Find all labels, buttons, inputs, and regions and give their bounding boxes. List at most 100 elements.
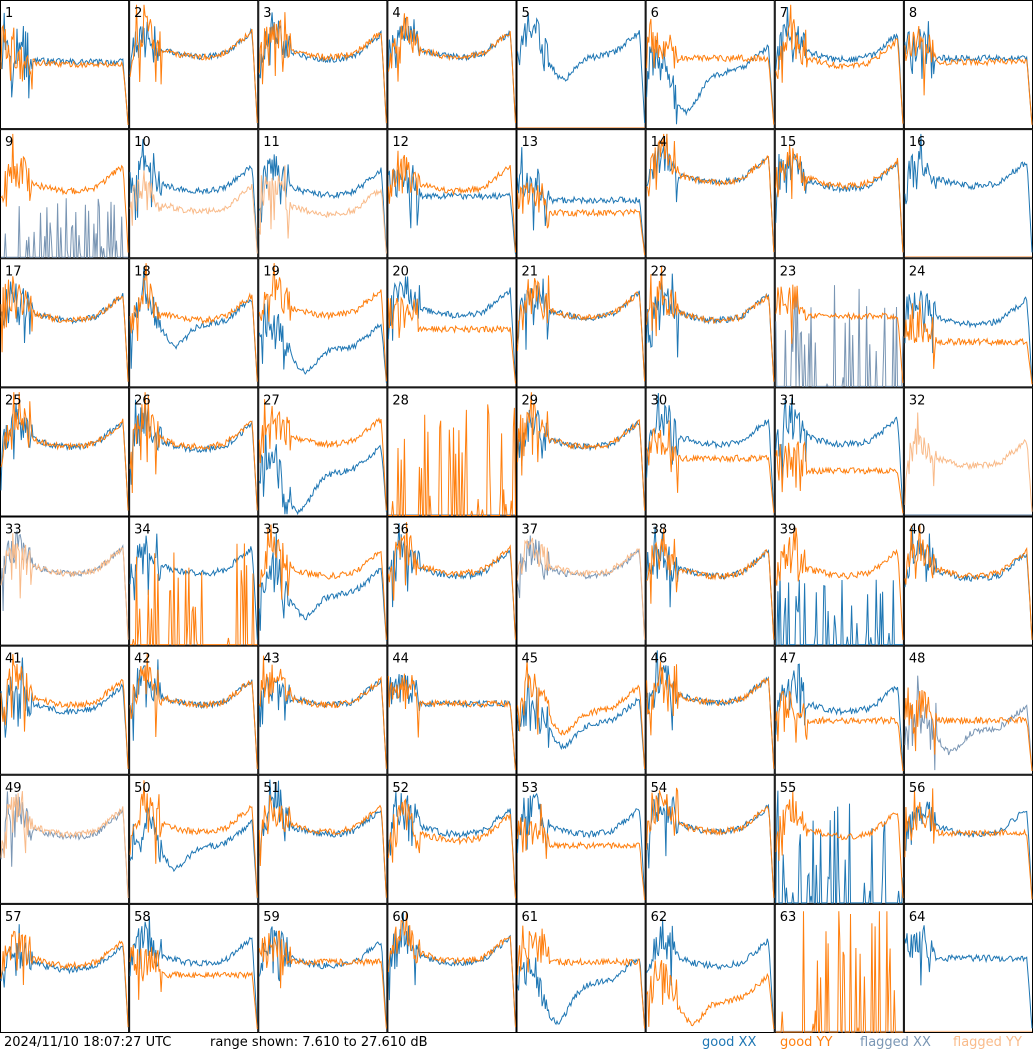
panel-45: 45	[516, 645, 646, 775]
series-yy-good	[904, 301, 1033, 385]
panel-64: 64	[903, 903, 1033, 1033]
series-yy-good	[129, 392, 258, 511]
panel-4: 4	[387, 0, 517, 130]
panel-label: 24	[909, 264, 926, 279]
panel-38: 38	[645, 516, 775, 646]
series-yy-good	[646, 133, 775, 253]
panel-54: 54	[645, 774, 775, 904]
series-yy-good	[0, 930, 129, 1028]
legend-flagged-yy: flagged YY	[953, 1035, 1022, 1050]
panel-32: 32	[903, 387, 1033, 517]
series-yy-good	[517, 660, 646, 770]
panel-label: 25	[5, 393, 22, 408]
series-xx-good	[129, 916, 258, 1028]
series-xx-good	[517, 147, 646, 255]
panel-frame	[903, 0, 1033, 130]
panel-label: 45	[522, 652, 539, 667]
panel-48: 48	[903, 645, 1033, 775]
series-yy-good	[387, 912, 516, 1028]
series-xx-good	[258, 154, 387, 253]
series-xx-good	[775, 790, 904, 904]
series-yy-good	[387, 13, 516, 124]
panel-6: 6	[645, 0, 775, 130]
series-yy-good	[517, 392, 646, 511]
panel-label: 27	[263, 393, 280, 408]
panel-label: 37	[522, 523, 539, 538]
panel-1: 1	[0, 0, 130, 130]
panel-label: 14	[651, 135, 668, 150]
panel-label: 18	[134, 264, 151, 279]
panel-frame	[387, 0, 517, 130]
series-yy-good	[258, 930, 387, 1029]
series-yy-good	[646, 661, 775, 769]
panel-label: 1	[5, 6, 13, 21]
panel-36: 36	[387, 516, 517, 646]
panel-label: 53	[522, 781, 539, 796]
panel-26: 26	[129, 387, 259, 517]
panel-31: 31	[774, 387, 904, 517]
series-xx-good	[904, 801, 1033, 898]
timestamp: 2024/11/10 18:07:27 UTC	[4, 1035, 172, 1050]
panel-5: 5	[516, 0, 646, 130]
panel-35: 35	[258, 516, 388, 646]
panel-frame	[0, 387, 130, 517]
series-yy-good	[258, 524, 387, 640]
panel-label: 61	[522, 910, 539, 925]
panel-frame	[0, 516, 130, 646]
series-yy-good	[387, 673, 516, 771]
series-yy-good	[517, 182, 646, 256]
panel-59: 59	[258, 903, 388, 1033]
panel-label: 56	[909, 781, 926, 796]
panel-label: 21	[522, 264, 539, 279]
panel-label: 13	[522, 135, 539, 150]
panel-frame	[129, 258, 259, 388]
series-xx-good	[0, 657, 129, 770]
series-yy-good	[646, 18, 775, 125]
panel-label: 12	[392, 135, 409, 150]
panel-label: 9	[5, 135, 13, 150]
series-yy-good	[0, 276, 129, 382]
panel-label: 48	[909, 652, 926, 667]
panel-15: 15	[774, 129, 904, 259]
panel-frame	[774, 129, 904, 259]
panel-label: 7	[780, 6, 788, 21]
series-yy-flagged	[904, 412, 1033, 512]
series-xx-good	[129, 805, 258, 899]
panel-frame	[516, 903, 646, 1033]
panel-frame	[0, 258, 130, 388]
panel-label: 63	[780, 910, 797, 925]
panel-frame	[129, 645, 259, 775]
panel-label: 47	[780, 652, 797, 667]
series-yy-flagged	[129, 170, 258, 254]
panel-label: 62	[651, 910, 668, 925]
panel-frame	[645, 516, 775, 646]
series-yy-good	[129, 780, 258, 898]
panel-20: 20	[387, 258, 517, 388]
panel-29: 29	[516, 387, 646, 517]
panel-frame	[645, 0, 775, 130]
series-yy-good	[388, 404, 516, 516]
panel-28: 28	[387, 387, 517, 517]
panel-label: 64	[909, 910, 926, 925]
panel-label: 42	[134, 652, 151, 667]
panel-label: 60	[392, 910, 409, 925]
panel-frame	[387, 387, 517, 517]
series-yy-good	[129, 263, 258, 382]
series-yy-good	[0, 654, 129, 769]
series-xx-good	[0, 403, 129, 511]
series-xx-good	[258, 779, 387, 898]
panel-53: 53	[516, 774, 646, 904]
series-yy-flagged	[517, 537, 646, 640]
series-yy-good	[646, 420, 775, 513]
series-yy-good	[775, 440, 904, 514]
series-yy-good	[517, 275, 646, 382]
panel-22: 22	[645, 258, 775, 388]
panel-label: 17	[5, 264, 22, 279]
panel-18: 18	[129, 258, 259, 388]
legend-good-yy: good YY	[780, 1035, 833, 1050]
series-xx-flagged	[1, 198, 129, 258]
panel-55: 55	[774, 774, 904, 904]
series-xx-good	[129, 266, 258, 382]
series-xx-good	[904, 527, 1033, 640]
panel-62: 62	[645, 903, 775, 1033]
